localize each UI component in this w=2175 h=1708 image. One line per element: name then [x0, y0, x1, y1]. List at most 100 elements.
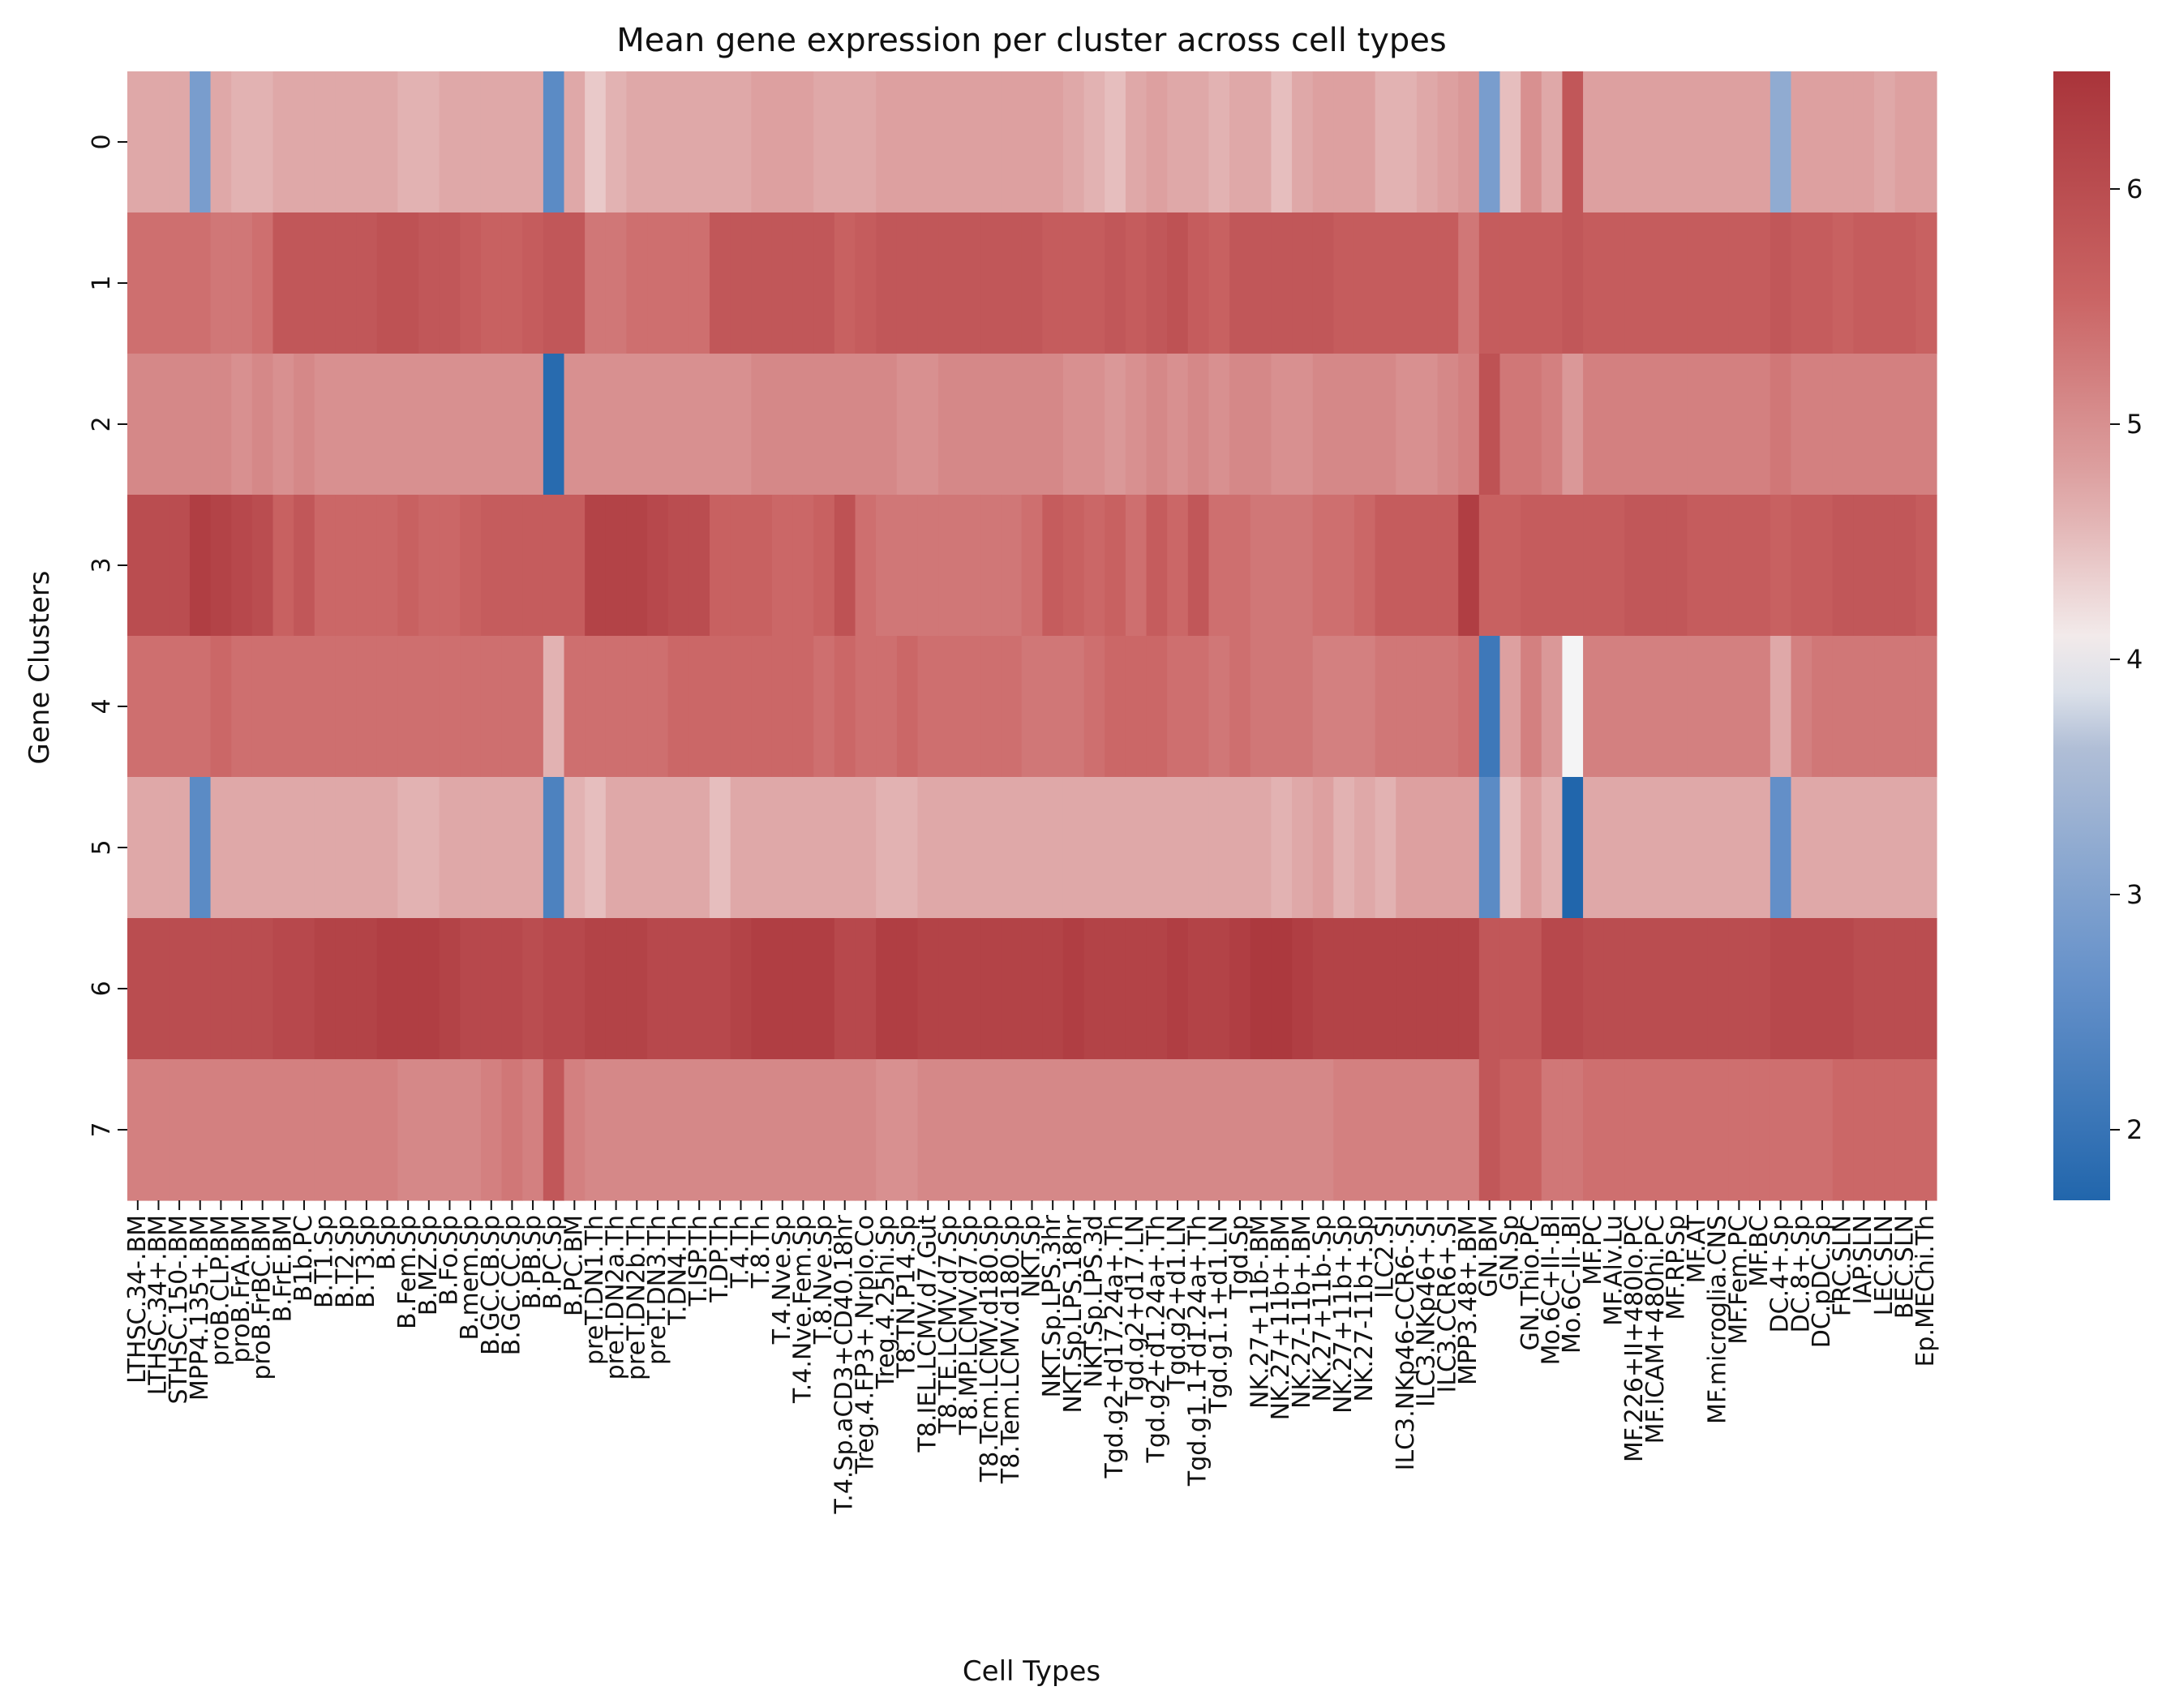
- heatmap-cell: [294, 71, 315, 213]
- heatmap-cell: [294, 636, 315, 778]
- heatmap-cell: [543, 212, 565, 354]
- heatmap-cell: [1645, 1059, 1667, 1201]
- heatmap-cell: [667, 212, 689, 354]
- heatmap-cell: [1770, 777, 1792, 919]
- heatmap-cell: [689, 777, 710, 919]
- x-tick-label: IAP.SLN: [1849, 1215, 1877, 1305]
- heatmap-cell: [1437, 636, 1459, 778]
- heatmap-cell: [1749, 777, 1771, 919]
- heatmap-cell: [335, 777, 357, 919]
- heatmap-cell: [1624, 777, 1646, 919]
- heatmap-cell: [855, 777, 877, 919]
- heatmap-cell: [397, 71, 419, 213]
- heatmap-cell: [1707, 495, 1730, 637]
- x-tick-label: NKT.Sp.LPS.18hr: [1059, 1214, 1088, 1413]
- heatmap-cell: [1208, 354, 1230, 496]
- x-tick-label: B1b.PC: [290, 1215, 318, 1302]
- heatmap-cell: [1187, 495, 1210, 637]
- heatmap-cell: [1832, 212, 1855, 354]
- heatmap-cell: [710, 636, 731, 778]
- heatmap-cell: [1812, 71, 1834, 213]
- heatmap-cell: [1375, 636, 1396, 778]
- heatmap-cell: [938, 777, 960, 919]
- heatmap-cell: [1187, 777, 1210, 919]
- heatmap-cell: [1666, 918, 1688, 1060]
- heatmap-cell: [710, 212, 731, 354]
- heatmap-cell: [1062, 777, 1085, 919]
- heatmap-cell: [522, 212, 544, 354]
- heatmap-cell: [127, 354, 149, 496]
- x-tick-label: Tgd.g2+d17.24a+.Th: [1100, 1215, 1129, 1479]
- heatmap-cell: [501, 71, 523, 213]
- heatmap-cell: [813, 212, 835, 354]
- heatmap-cell: [1853, 1059, 1875, 1201]
- heatmap-cell: [1521, 636, 1542, 778]
- heatmap-cell: [980, 777, 1002, 919]
- x-tick-label: proB.FrA.BM: [227, 1215, 255, 1363]
- heatmap-cell: [1229, 918, 1251, 1060]
- heatmap-cell: [792, 918, 814, 1060]
- heatmap-cell: [710, 777, 731, 919]
- heatmap-cell: [1375, 212, 1396, 354]
- heatmap-cell: [647, 212, 669, 354]
- heatmap-cell: [376, 71, 398, 213]
- x-tick-label: LEC.SLN: [1870, 1215, 1898, 1315]
- x-tick-label: B.Fo.Sp: [435, 1215, 463, 1306]
- heatmap-cell: [1728, 71, 1750, 213]
- heatmap-cell: [564, 354, 586, 496]
- heatmap-cell: [959, 1059, 980, 1201]
- heatmap-cell: [792, 71, 814, 213]
- heatmap-cell: [1416, 71, 1439, 213]
- x-tick-label: NK.27-11b+.BM: [1288, 1215, 1316, 1409]
- heatmap-cell: [1021, 354, 1043, 496]
- x-tick-label: Tgd.g2+d17.LN: [1122, 1215, 1150, 1406]
- heatmap-cell: [1915, 212, 1937, 354]
- heatmap-cell: [876, 71, 898, 213]
- heatmap-cell: [1250, 495, 1272, 637]
- heatmap-cell: [189, 495, 212, 637]
- heatmap-cell: [980, 636, 1002, 778]
- heatmap-cell: [585, 636, 607, 778]
- heatmap-cell: [1042, 918, 1064, 1060]
- heatmap-cell: [771, 777, 794, 919]
- heatmap-cell: [1645, 71, 1667, 213]
- heatmap-cell: [896, 212, 919, 354]
- heatmap-cell: [813, 354, 835, 496]
- x-tick-label: MF.ICAM+480hi.PC: [1641, 1215, 1670, 1444]
- heatmap-cell: [1333, 71, 1355, 213]
- heatmap-cell: [189, 636, 212, 778]
- heatmap-cell: [210, 918, 232, 1060]
- heatmap-cell: [397, 636, 419, 778]
- heatmap-cell: [1146, 354, 1168, 496]
- heatmap-cell: [813, 71, 835, 213]
- heatmap-cell: [1521, 1059, 1542, 1201]
- x-tick-label: B.mem.Sp: [456, 1215, 484, 1341]
- x-tick-label: B.Fem.Sp: [393, 1215, 422, 1329]
- heatmap-cell: [1749, 354, 1771, 496]
- heatmap-cell: [1894, 1059, 1916, 1201]
- heatmap-cell: [626, 636, 648, 778]
- heatmap-cell: [1353, 71, 1376, 213]
- heatmap-cell: [1478, 495, 1501, 637]
- heatmap-cell: [1915, 354, 1937, 496]
- heatmap-cell: [1583, 354, 1605, 496]
- heatmap-cell: [1021, 71, 1043, 213]
- heatmap-cell: [1583, 1059, 1605, 1201]
- heatmap-cell: [210, 71, 232, 213]
- heatmap-cell: [1229, 1059, 1251, 1201]
- heatmap-cell: [1271, 636, 1293, 778]
- x-tick-label: T8.Tcm.LCMV.d180.Sp: [976, 1215, 1004, 1483]
- heatmap-cell: [1250, 777, 1272, 919]
- heatmap-cell: [1791, 636, 1812, 778]
- heatmap-cell: [1083, 495, 1105, 637]
- x-tick-label: B.T2.Sp: [331, 1215, 359, 1308]
- heatmap-cell: [1353, 918, 1376, 1060]
- heatmap-cell: [272, 354, 294, 496]
- heatmap-cell: [543, 918, 565, 1060]
- heatmap-cell: [1521, 918, 1542, 1060]
- heatmap-cell: [1125, 495, 1148, 637]
- heatmap-cell: [1208, 495, 1230, 637]
- heatmap-cell: [251, 777, 274, 919]
- heatmap-cell: [460, 1059, 482, 1201]
- colorbar-tick-label: 3: [2126, 879, 2143, 910]
